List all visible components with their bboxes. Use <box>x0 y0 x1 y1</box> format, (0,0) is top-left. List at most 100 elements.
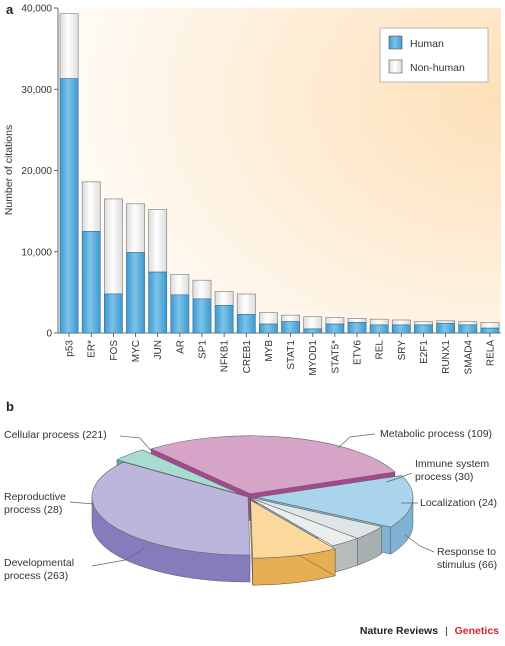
y-tick-label: 0 <box>46 329 52 340</box>
bar-nonhuman-RELA <box>480 322 500 329</box>
bar-nonhuman-NFKB1 <box>214 291 234 306</box>
pie-label-4: process (263) <box>4 570 68 582</box>
legend-label-nonhuman: Non-human <box>410 62 465 74</box>
x-tick-label-ETV6: ETV6 <box>353 340 364 365</box>
pie-slice-6 <box>150 435 396 495</box>
x-tick-label-SMAD4: SMAD4 <box>463 340 474 375</box>
bar-human-FOS <box>103 293 123 334</box>
pie-leader-line <box>337 433 376 449</box>
bar-human-MYOD1 <box>303 328 323 334</box>
y-tick-label: 10,000 <box>21 247 52 258</box>
pie-label-5: Reproductive <box>4 491 66 503</box>
x-tick-label-MYOD1: MYOD1 <box>308 340 319 376</box>
y-tick-label: 30,000 <box>21 85 52 96</box>
bar-human-RUNX1 <box>436 322 456 334</box>
bar-human-ETV6 <box>347 322 367 334</box>
bar-nonhuman-SRY <box>391 319 411 326</box>
x-tick-label-REL: REL <box>375 340 386 360</box>
bar-nonhuman-AR <box>170 274 190 296</box>
bar-nonhuman-SMAD4 <box>458 321 478 326</box>
x-tick-label-RELA: RELA <box>485 340 496 366</box>
pie-leader-line <box>385 472 413 483</box>
x-tick-label-JUN: JUN <box>153 340 164 359</box>
legend-swatch-nonhuman <box>388 59 403 74</box>
x-tick-label-E2F1: E2F1 <box>419 340 430 364</box>
bar-nonhuman-E2F1 <box>414 321 433 326</box>
pie-label-3: stimulus (66) <box>437 559 497 571</box>
x-tick-label-p53: p53 <box>65 340 76 357</box>
bar-nonhuman-STAT5* <box>325 317 345 325</box>
bar-nonhuman-FOS <box>103 198 123 295</box>
bar-human-MYB <box>259 323 278 334</box>
x-tick-label-FOS: FOS <box>109 340 120 361</box>
pie-slice-4 <box>91 461 251 556</box>
bar-human-ER* <box>81 231 101 334</box>
x-tick-label-AR: AR <box>175 340 186 354</box>
legend-swatch-human <box>388 35 403 50</box>
journal-name: Nature Reviews <box>360 625 438 637</box>
pie-label-5: process (28) <box>4 504 62 516</box>
bar-human-REL <box>369 324 389 334</box>
x-tick-label-CREB1: CREB1 <box>242 340 253 374</box>
bar-nonhuman-MYC <box>126 203 145 253</box>
pie-leader-line <box>119 435 153 453</box>
journal-credit: Nature Reviews | Genetics <box>360 625 499 637</box>
bar-nonhuman-MYB <box>259 312 278 325</box>
chart-a-y-axis-title: Number of citations <box>3 125 15 215</box>
bar-nonhuman-SP1 <box>192 279 212 300</box>
bar-nonhuman-STAT1 <box>281 314 300 322</box>
pie-label-1: process (30) <box>415 471 473 483</box>
x-tick-label-SP1: SP1 <box>197 340 208 359</box>
bar-nonhuman-ETV6 <box>347 318 367 323</box>
bar-nonhuman-RUNX1 <box>436 320 456 324</box>
bar-nonhuman-ER* <box>81 181 101 232</box>
panel-b-letter: b <box>6 399 14 414</box>
bar-human-JUN <box>148 271 168 334</box>
x-tick-label-RUNX1: RUNX1 <box>441 340 452 374</box>
bar-human-MYC <box>126 252 145 334</box>
journal-section: Genetics <box>455 625 500 637</box>
bar-nonhuman-p53 <box>59 13 79 79</box>
x-tick-label-ER*: ER* <box>87 340 98 358</box>
bar-human-p53 <box>59 78 79 334</box>
bar-human-RELA <box>480 327 500 334</box>
x-tick-label-MYB: MYB <box>264 340 275 362</box>
bar-human-E2F1 <box>414 324 433 334</box>
pie-slice-2 <box>247 496 359 547</box>
bar-nonhuman-CREB1 <box>236 293 256 315</box>
y-tick-label: 20,000 <box>21 166 52 177</box>
bar-human-SP1 <box>192 298 212 334</box>
bar-human-CREB1 <box>236 314 256 334</box>
bar-human-SMAD4 <box>458 324 478 334</box>
x-tick-label-STAT1: STAT1 <box>286 340 297 370</box>
x-tick-label-SRY: SRY <box>397 340 408 361</box>
pie-label-0: Metabolic process (109) <box>380 428 492 440</box>
legend-label-human: Human <box>410 38 444 50</box>
bar-nonhuman-JUN <box>148 209 168 273</box>
bar-human-STAT5* <box>325 323 345 334</box>
bar-human-AR <box>170 294 190 334</box>
x-tick-label-MYC: MYC <box>131 340 142 362</box>
credit-separator: | <box>445 625 448 637</box>
pie-label-4: Developmental <box>4 557 74 569</box>
bar-nonhuman-MYOD1 <box>303 316 323 330</box>
panel-a-letter: a <box>6 2 14 17</box>
bar-human-STAT1 <box>281 321 300 334</box>
pie-label-3: Response to <box>437 546 496 558</box>
pie-label-2: Localization (24) <box>420 497 497 509</box>
x-tick-label-STAT5*: STAT5* <box>330 340 341 374</box>
bar-nonhuman-REL <box>369 318 389 326</box>
chart-a-legend: Human Non-human <box>379 27 489 83</box>
bar-human-NFKB1 <box>214 305 234 334</box>
pie-label-1: Immune system <box>415 458 489 470</box>
y-tick-label: 40,000 <box>21 4 52 15</box>
pie-slice-3 <box>250 499 336 559</box>
pie-label-6: Cellular process (221) <box>4 429 107 441</box>
pie-slice-5 <box>116 449 242 495</box>
pie-leader-line <box>69 501 95 505</box>
bar-human-SRY <box>391 324 411 334</box>
x-tick-label-NFKB1: NFKB1 <box>220 340 231 373</box>
pie-slice-0 <box>256 475 414 528</box>
pie-leader-line <box>91 547 146 567</box>
